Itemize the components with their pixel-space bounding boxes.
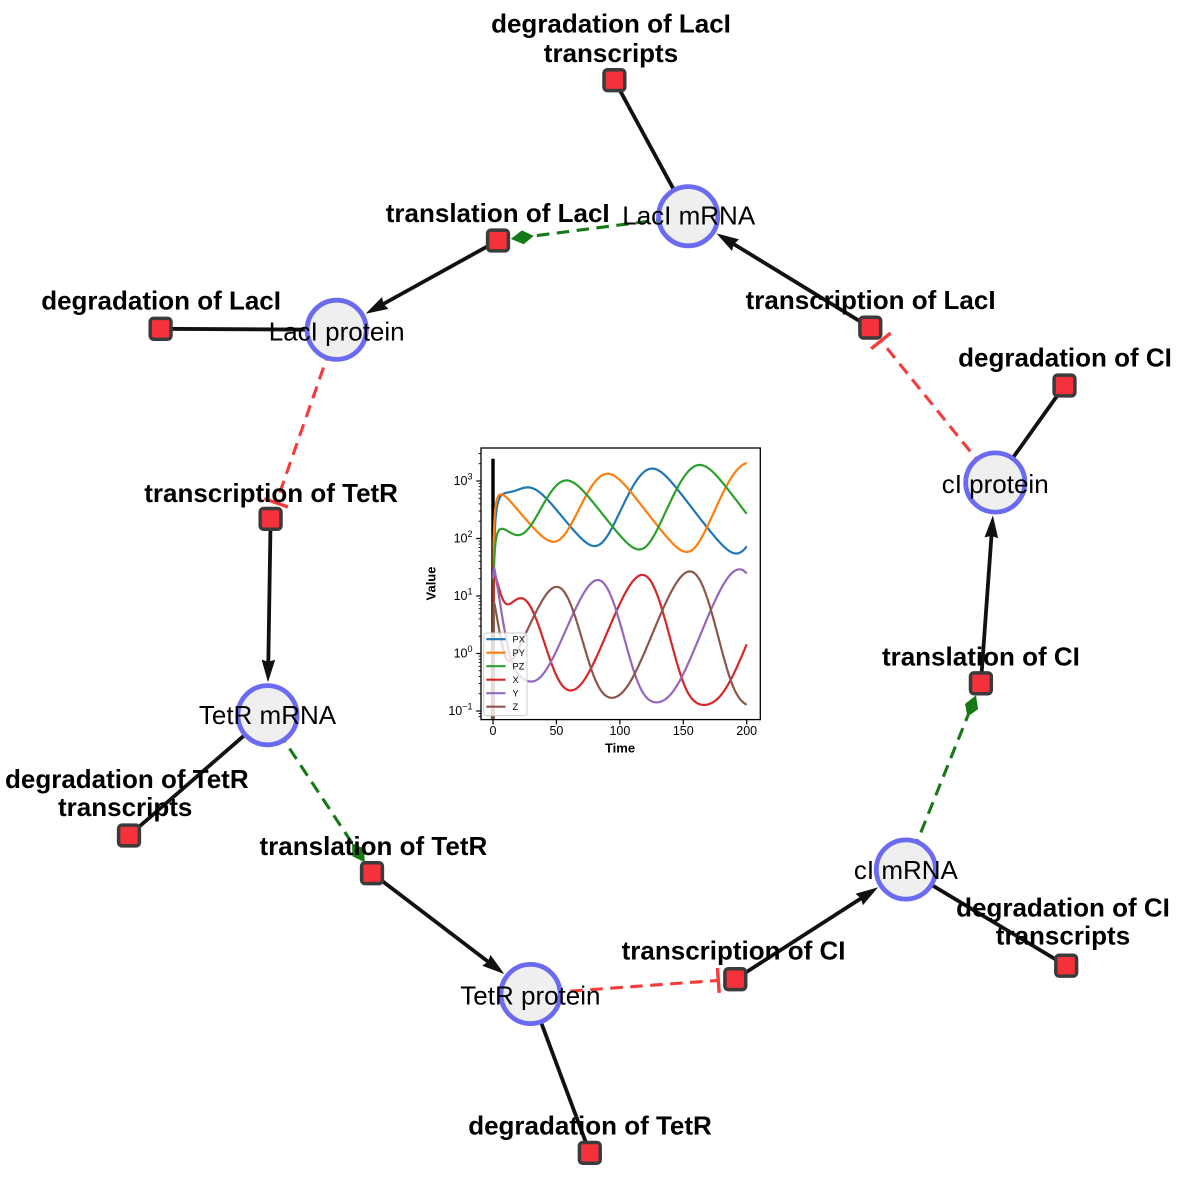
svg-text:102: 102: [454, 529, 473, 546]
svg-text:transcripts: transcripts: [58, 792, 192, 822]
svg-text:degradation of CI: degradation of CI: [958, 343, 1172, 373]
svg-text:X: X: [513, 675, 519, 685]
svg-text:translation of LacI: translation of LacI: [386, 198, 610, 228]
svg-text:101: 101: [454, 587, 473, 604]
svg-text:translation of TetR: translation of TetR: [260, 831, 488, 861]
svg-text:50: 50: [549, 724, 563, 738]
svg-text:transcripts: transcripts: [544, 38, 678, 68]
svg-text:LacI mRNA: LacI mRNA: [622, 200, 756, 230]
svg-text:100: 100: [454, 644, 473, 661]
svg-text:Value: Value: [424, 567, 439, 601]
svg-text:PY: PY: [513, 648, 525, 658]
svg-text:PZ: PZ: [513, 661, 525, 671]
svg-text:0: 0: [490, 724, 497, 738]
svg-text:Y: Y: [513, 688, 519, 698]
svg-text:transcription of TetR: transcription of TetR: [144, 478, 398, 508]
svg-text:TetR mRNA: TetR mRNA: [199, 700, 337, 730]
svg-text:degradation of LacI: degradation of LacI: [41, 286, 281, 316]
svg-text:degradation of TetR: degradation of TetR: [5, 764, 249, 794]
svg-text:150: 150: [673, 724, 694, 738]
svg-text:LacI protein: LacI protein: [269, 316, 405, 346]
svg-text:103: 103: [454, 472, 473, 489]
svg-text:degradation of CI: degradation of CI: [956, 892, 1170, 922]
svg-text:cI protein: cI protein: [942, 469, 1049, 499]
svg-text:transcription of CI: transcription of CI: [622, 936, 846, 966]
svg-text:Time: Time: [605, 741, 635, 756]
svg-text:degradation of TetR: degradation of TetR: [468, 1111, 712, 1141]
svg-text:200: 200: [736, 724, 757, 738]
svg-text:transcription of LacI: transcription of LacI: [746, 285, 996, 315]
svg-text:transcripts: transcripts: [996, 921, 1130, 951]
svg-text:translation of CI: translation of CI: [882, 641, 1080, 671]
svg-text:PX: PX: [513, 634, 525, 644]
svg-text:degradation of LacI: degradation of LacI: [491, 9, 731, 39]
svg-text:TetR protein: TetR protein: [460, 981, 600, 1011]
svg-text:cI mRNA: cI mRNA: [854, 855, 959, 885]
svg-text:100: 100: [609, 724, 630, 738]
svg-text:10−1: 10−1: [448, 702, 472, 719]
svg-text:Z: Z: [513, 702, 519, 712]
